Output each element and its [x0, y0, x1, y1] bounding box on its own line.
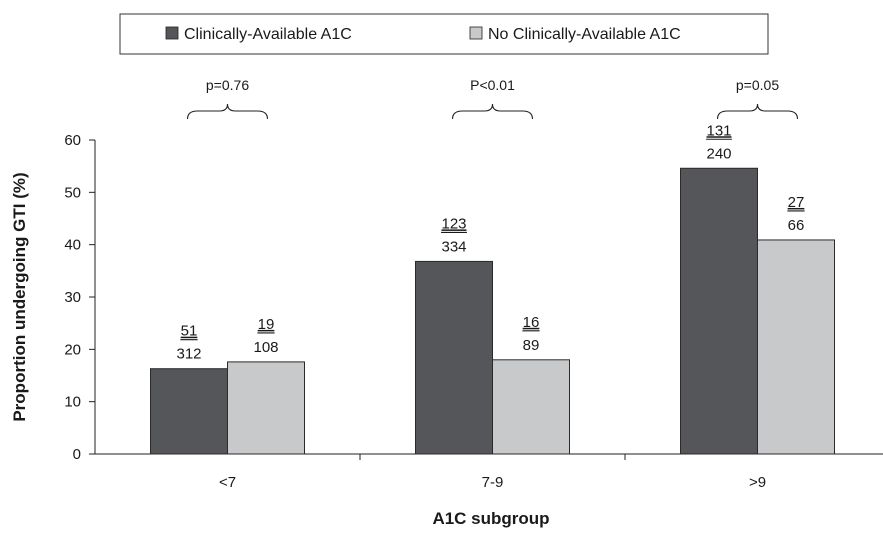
bar-no-clinically-available — [492, 359, 570, 455]
bars — [150, 167, 835, 455]
legend-swatch-no-clinically-available — [469, 26, 483, 40]
bar-annotations: 51 312 19 108 123 334 16 89 131 240 27 66 — [176, 122, 805, 363]
bar-no-clinically-available — [757, 239, 835, 455]
bar-numerator-label: 16 — [523, 314, 540, 331]
bar-denominator-label: 89 — [523, 337, 540, 354]
bar-numerator-label: 27 — [788, 194, 805, 211]
bar-numerator-label: 131 — [706, 122, 731, 139]
bar-no-clinically-available — [227, 361, 305, 455]
x-axis-title: A1C subgroup — [432, 509, 549, 528]
p-value-brace — [186, 103, 269, 120]
bar-denominator-label: 108 — [253, 339, 278, 356]
x-tick-label: >9 — [749, 474, 766, 491]
bar-numerator-label: 19 — [258, 316, 275, 333]
y-axis-title: Proportion undergoing GTI (%) — [10, 172, 29, 421]
p-value-brackets: p=0.76 P<0.01 p=0.05 — [186, 77, 799, 120]
legend: Clinically-Available A1C No Clinically-A… — [119, 13, 769, 55]
x-tick-label: 7-9 — [482, 474, 504, 491]
p-value-label: p=0.76 — [206, 77, 249, 93]
p-value-label: P<0.01 — [470, 77, 515, 93]
y-tick-label: 10 — [64, 394, 81, 411]
bar-clinically-available — [415, 260, 493, 455]
p-value-brace — [716, 103, 799, 120]
bar-denominator-label: 66 — [788, 217, 805, 234]
p-value-brace — [451, 103, 534, 120]
legend-box — [119, 13, 769, 55]
bar-denominator-label: 312 — [176, 346, 201, 363]
y-tick-label: 30 — [64, 289, 81, 306]
bar-denominator-label: 240 — [706, 145, 731, 162]
y-tick-label: 50 — [64, 184, 81, 201]
y-tick-label: 40 — [64, 237, 81, 254]
legend-label-clinically-available: Clinically-Available A1C — [184, 26, 352, 43]
bar-clinically-available — [680, 167, 758, 455]
x-tick-label: <7 — [219, 474, 236, 491]
y-tick-label: 60 — [64, 132, 81, 149]
p-value-label: p=0.05 — [736, 77, 779, 93]
y-ticks: 0 10 20 30 40 50 60 — [64, 132, 95, 463]
x-ticks: <7 7-9 >9 — [219, 454, 766, 491]
bar-numerator-label: 123 — [441, 215, 466, 232]
legend-label-no-clinically-available: No Clinically-Available A1C — [488, 26, 681, 43]
legend-swatch-clinically-available — [165, 26, 179, 40]
y-tick-label: 20 — [64, 341, 81, 358]
bar-denominator-label: 334 — [441, 238, 466, 255]
y-tick-label: 0 — [73, 446, 81, 463]
bar-numerator-label: 51 — [181, 323, 198, 340]
bar-clinically-available — [150, 368, 228, 455]
